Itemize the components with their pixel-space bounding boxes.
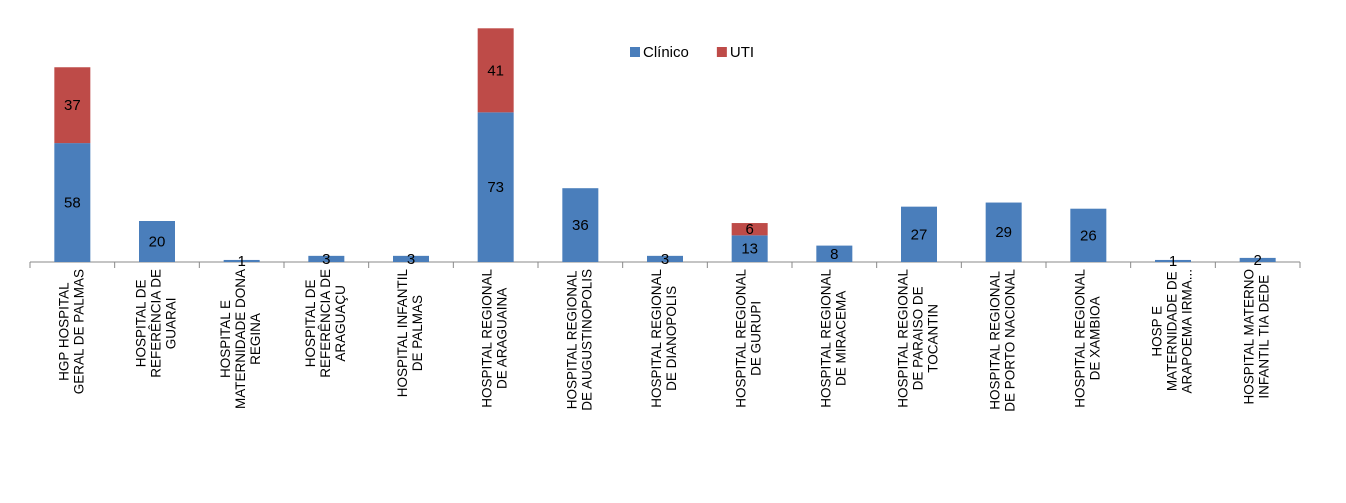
bar-segment bbox=[54, 143, 91, 262]
x-tick-label: REFERÊNCIA DE bbox=[318, 269, 333, 378]
legend-label: UTI bbox=[730, 44, 754, 61]
x-tick-label: HOSPITAL REGIONAL bbox=[480, 269, 495, 408]
value-label: 41 bbox=[487, 62, 504, 79]
bar-segment bbox=[393, 255, 429, 262]
x-tick-label: HOSPITAL REGIONAL bbox=[734, 269, 749, 408]
bar-segment bbox=[223, 259, 260, 262]
x-tick-label: TOCANTIN bbox=[926, 304, 941, 373]
x-tick-label: DE XAMBIOA bbox=[1087, 296, 1102, 380]
legend-swatch bbox=[716, 47, 727, 57]
x-tick-label: ARAPOEMA IRMA... bbox=[1180, 269, 1195, 394]
x-tick-label: MATERNIDADE DE bbox=[1165, 271, 1180, 391]
value-label: 29 bbox=[995, 224, 1012, 241]
bar-segment bbox=[985, 202, 1022, 262]
bar-segment bbox=[477, 112, 514, 262]
value-label: 37 bbox=[64, 97, 81, 114]
x-tick-label: HOSP E bbox=[1150, 306, 1165, 357]
x-tick-label: ARAGUAÇU bbox=[333, 285, 348, 362]
value-label: 3 bbox=[407, 251, 415, 268]
x-tick-label: HOSPITAL E bbox=[218, 300, 233, 378]
x-tick-label: REGINA bbox=[248, 313, 263, 365]
x-tick-label: DE PORTO NACIONAL bbox=[1003, 269, 1018, 412]
value-label: 13 bbox=[741, 241, 758, 258]
bar-segment bbox=[816, 245, 853, 262]
bar-segment bbox=[647, 255, 683, 262]
x-tick-label: REFERÊNCIA DE bbox=[149, 269, 164, 378]
value-label: 6 bbox=[745, 221, 753, 238]
value-label: 58 bbox=[64, 195, 81, 212]
x-tick-label: HOSPITAL REGIONAL bbox=[564, 270, 579, 409]
x-tick-label: MATERNIDADE DONA bbox=[233, 269, 248, 409]
legend-swatch bbox=[630, 47, 640, 57]
x-tick-label: HOSPITAL REGIONAL bbox=[649, 269, 664, 408]
value-label: 8 bbox=[830, 246, 838, 263]
value-label: 1 bbox=[1169, 253, 1177, 270]
bar-segment bbox=[1155, 259, 1191, 262]
x-tick-label: HOSPITAL REGIONAL bbox=[818, 269, 833, 408]
bar-segment bbox=[731, 223, 768, 236]
value-label: 1 bbox=[237, 253, 245, 270]
x-tick-label: DE ARAGUAINA bbox=[495, 288, 510, 389]
x-tick-label: DE PARAISO DE bbox=[911, 286, 926, 390]
x-tick-label: HOSPITAL REGIONAL bbox=[1072, 269, 1087, 408]
x-tick-label: HOSPITAL INFANTIL bbox=[395, 269, 410, 398]
bar-segment bbox=[477, 28, 514, 113]
value-label: 3 bbox=[322, 251, 330, 268]
bar-segment bbox=[54, 67, 91, 144]
x-tick-label: HOSPITAL DE bbox=[303, 280, 318, 368]
bar-segment bbox=[1239, 257, 1276, 262]
value-label: 27 bbox=[911, 226, 928, 243]
value-label: 2 bbox=[1253, 252, 1261, 269]
x-tick-label: DE AUGUSTINOPOLIS bbox=[579, 269, 594, 411]
x-tick-label: DE PALMAS bbox=[410, 295, 425, 371]
x-tick-label: DE MIRACEMA bbox=[833, 291, 848, 386]
bar-segment bbox=[308, 255, 345, 262]
value-label: 3 bbox=[661, 251, 669, 268]
x-tick-label: HGP HOSPITAL bbox=[56, 282, 71, 381]
x-tick-label: GUARAI bbox=[164, 298, 179, 350]
bar-segment bbox=[562, 188, 599, 262]
x-tick-label: HOSPITAL DE bbox=[134, 280, 149, 368]
bar-segment bbox=[1070, 208, 1107, 262]
value-label: 20 bbox=[149, 233, 166, 250]
bar-segment bbox=[139, 221, 175, 262]
legend-label: Clínico bbox=[643, 44, 689, 61]
x-tick-label: HOSPITAL MATERNO bbox=[1242, 269, 1257, 405]
x-tick-label: HOSPITAL REGIONAL bbox=[988, 271, 1003, 410]
value-label: 36 bbox=[572, 217, 589, 234]
x-tick-label: INFANTIL TIA DEDE bbox=[1257, 275, 1272, 399]
x-tick-label: DE GURUPI bbox=[749, 301, 764, 376]
x-tick-label: GERAL DE PALMAS bbox=[71, 269, 86, 394]
bar-segment bbox=[731, 235, 768, 262]
value-label: 26 bbox=[1080, 227, 1097, 244]
x-tick-label: DE DIANOPOLIS bbox=[664, 286, 679, 391]
bar-segment bbox=[901, 206, 937, 262]
value-label: 73 bbox=[487, 179, 504, 196]
x-tick-label: HOSPITAL REGIONAL bbox=[896, 269, 911, 408]
